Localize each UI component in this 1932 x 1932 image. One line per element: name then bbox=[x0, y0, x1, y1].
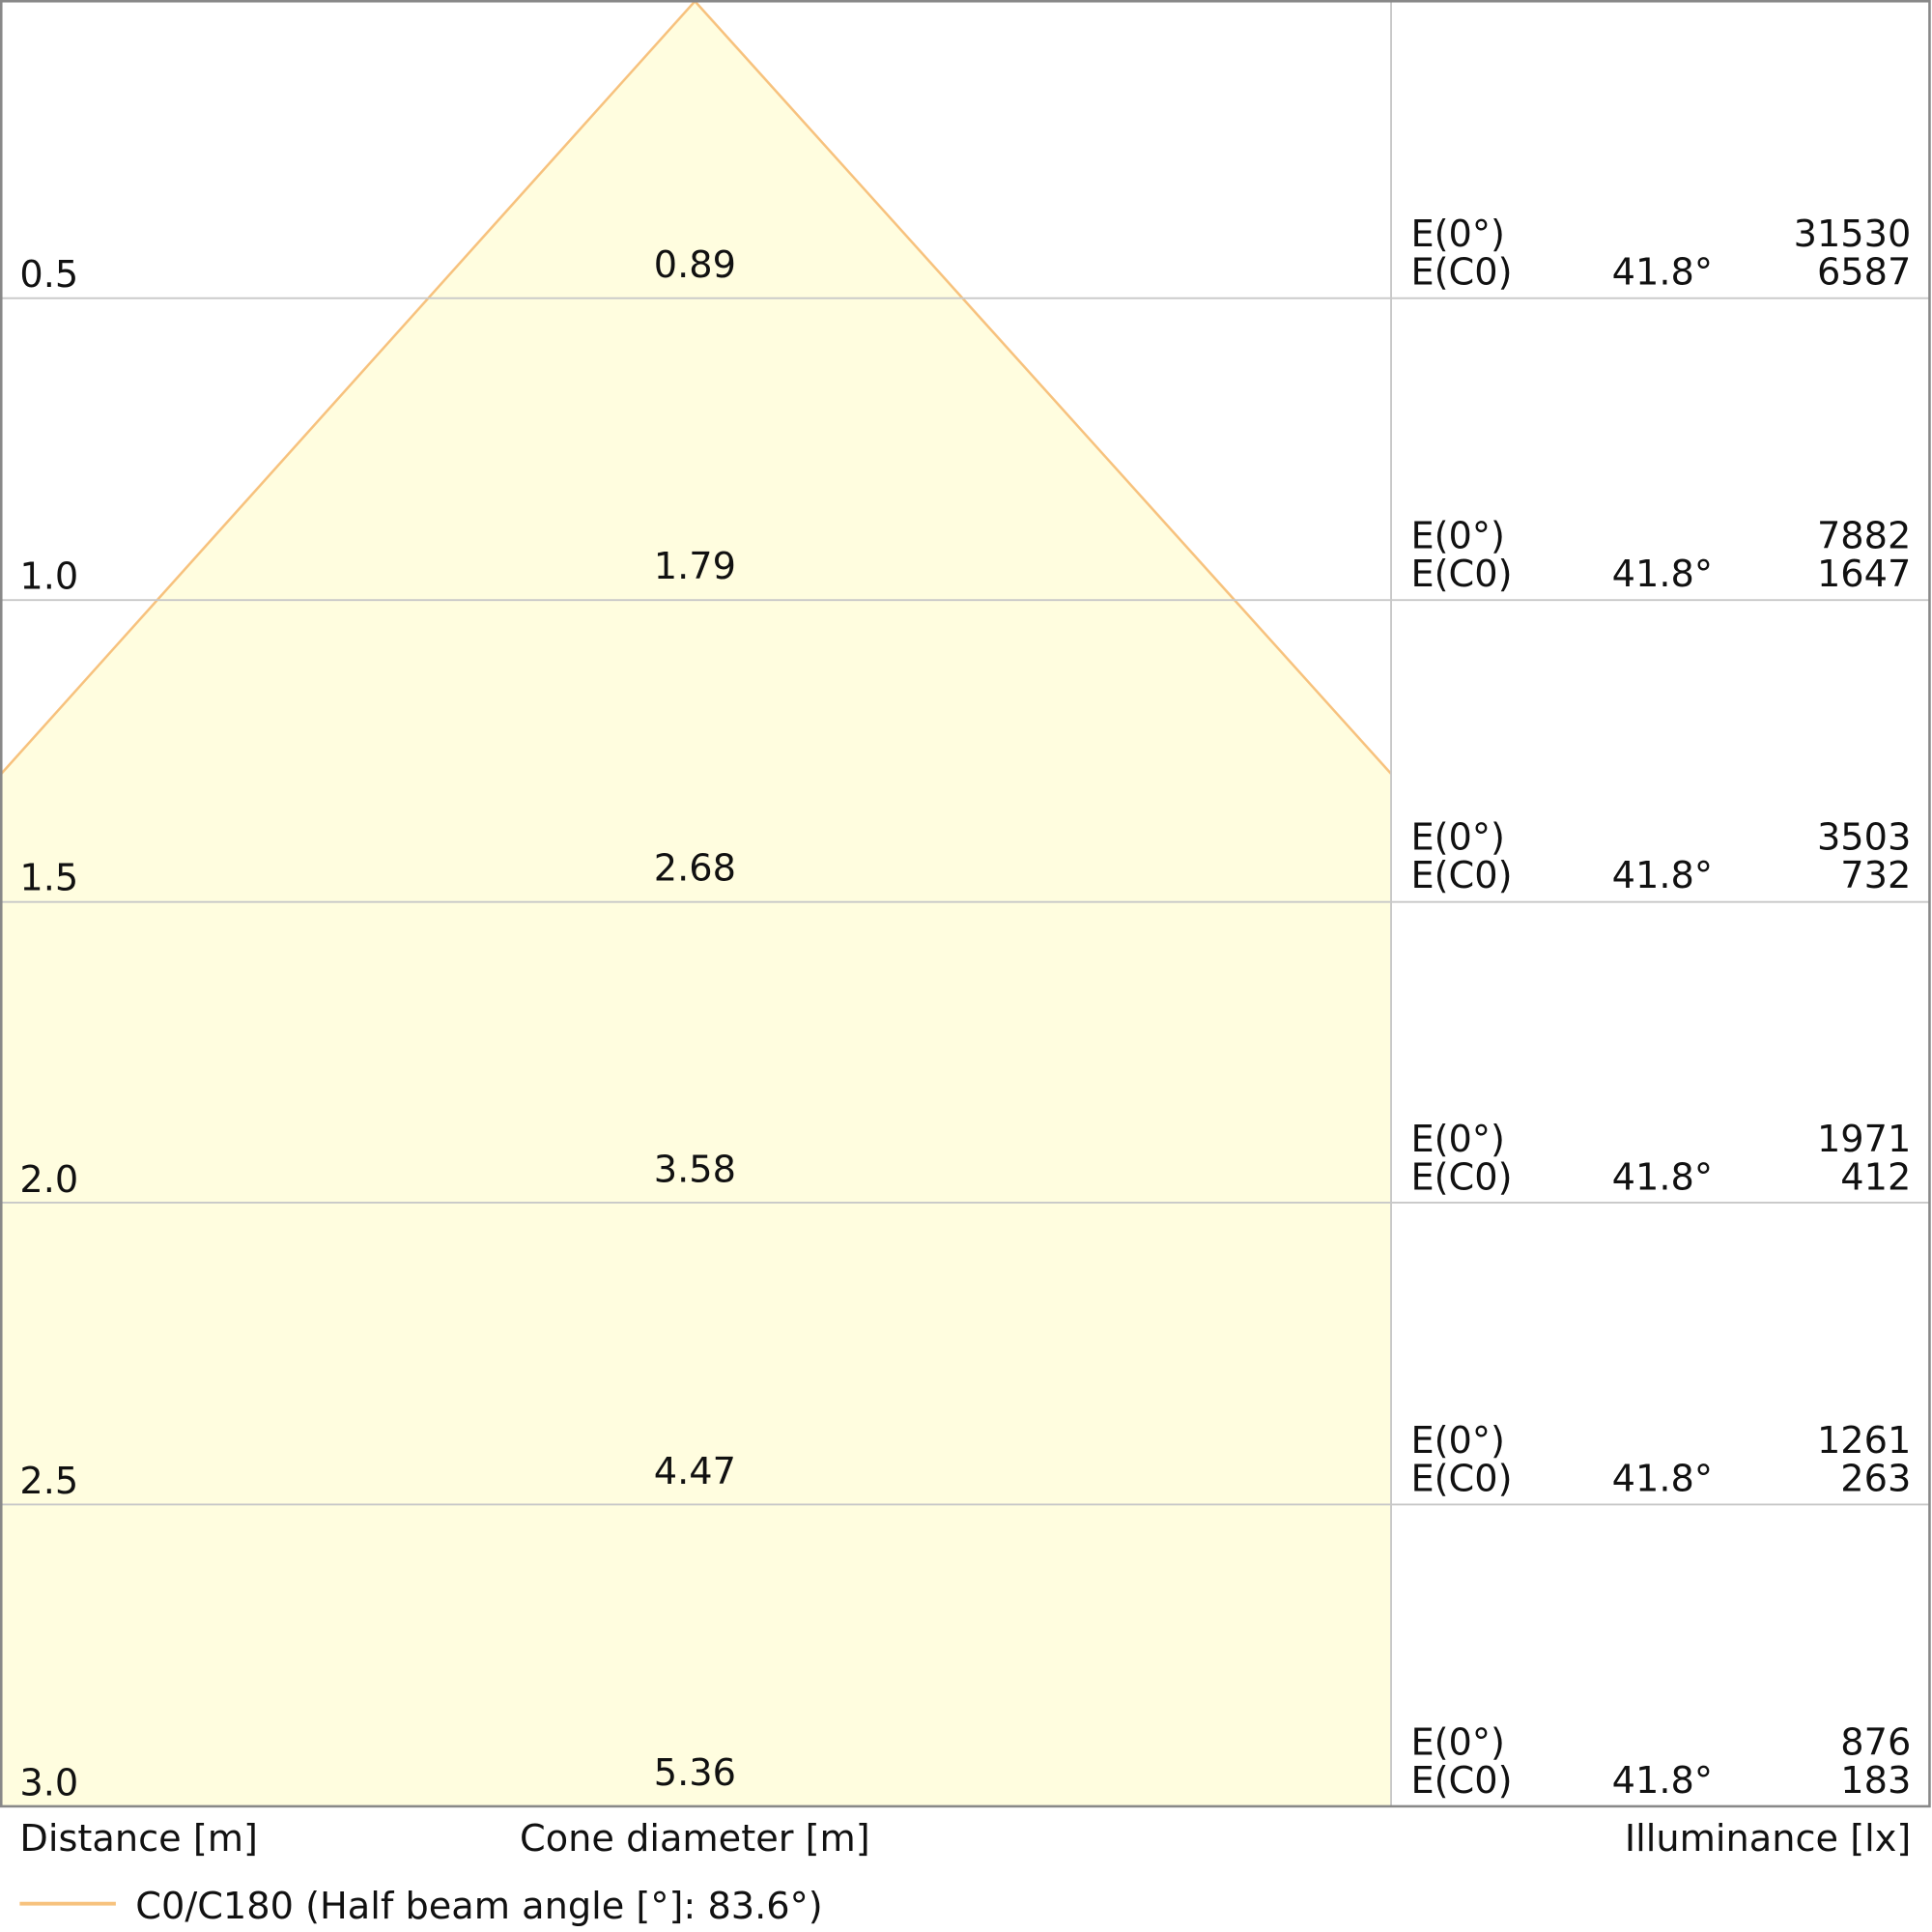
e0-label: E(0°) bbox=[1410, 514, 1504, 557]
footer-label: Illuminance [lx] bbox=[1625, 1817, 1911, 1861]
distance-label: 1.0 bbox=[19, 554, 78, 598]
e0-value: 3503 bbox=[1817, 816, 1911, 860]
ec0-label: E(C0) bbox=[1410, 1759, 1512, 1803]
e0-label: E(0°) bbox=[1410, 213, 1504, 256]
ec0-label: E(C0) bbox=[1410, 1458, 1512, 1501]
ec0-angle: 41.8° bbox=[1612, 1458, 1713, 1501]
ec0-angle: 41.8° bbox=[1612, 1759, 1713, 1803]
distance-label: 0.5 bbox=[19, 253, 78, 297]
e0-label: E(0°) bbox=[1410, 1419, 1504, 1463]
frame bbox=[0, 0, 1931, 1808]
ec0-label: E(C0) bbox=[1410, 1155, 1512, 1199]
footer-label: Cone diameter [m] bbox=[520, 1817, 870, 1861]
ec0-angle: 41.8° bbox=[1612, 854, 1713, 897]
ec0-label: E(C0) bbox=[1410, 854, 1512, 897]
cone-diameter: 3.58 bbox=[654, 1149, 736, 1192]
distance-label: 3.0 bbox=[19, 1761, 78, 1804]
e0-label: E(0°) bbox=[1410, 816, 1504, 860]
ec0-value: 732 bbox=[1840, 854, 1911, 897]
e0-value: 31530 bbox=[1794, 213, 1912, 256]
ec0-angle: 41.8° bbox=[1612, 251, 1713, 295]
footer-label: Distance [m] bbox=[19, 1817, 258, 1861]
ec0-value: 1647 bbox=[1817, 553, 1911, 596]
distance-label: 2.0 bbox=[19, 1158, 78, 1202]
e0-label: E(0°) bbox=[1410, 1720, 1504, 1764]
ec0-value: 6587 bbox=[1817, 251, 1911, 295]
cone-diameter: 4.47 bbox=[654, 1450, 736, 1493]
legend-label: C0/C180 (Half beam angle [°]: 83.6°) bbox=[135, 1885, 822, 1928]
e0-value: 7882 bbox=[1817, 514, 1911, 557]
cone-diameter: 5.36 bbox=[654, 1751, 736, 1795]
distance-label: 1.5 bbox=[19, 857, 78, 900]
e0-value: 1971 bbox=[1817, 1118, 1911, 1161]
ec0-angle: 41.8° bbox=[1612, 1155, 1713, 1199]
ec0-value: 263 bbox=[1840, 1458, 1911, 1501]
distance-label: 2.5 bbox=[19, 1460, 78, 1503]
e0-label: E(0°) bbox=[1410, 1118, 1504, 1161]
ec0-value: 183 bbox=[1840, 1759, 1911, 1803]
ec0-label: E(C0) bbox=[1410, 553, 1512, 596]
e0-value: 1261 bbox=[1817, 1419, 1911, 1463]
ec0-label: E(C0) bbox=[1410, 251, 1512, 295]
grid bbox=[1, 1, 1930, 1806]
ec0-angle: 41.8° bbox=[1612, 553, 1713, 596]
cone-diameter: 2.68 bbox=[654, 846, 736, 890]
ec0-value: 412 bbox=[1840, 1155, 1911, 1199]
cone-diameter: 1.79 bbox=[654, 545, 736, 588]
light-cone bbox=[1, 1, 1392, 1806]
e0-value: 876 bbox=[1840, 1720, 1911, 1764]
cone-diameter: 0.89 bbox=[654, 243, 736, 287]
